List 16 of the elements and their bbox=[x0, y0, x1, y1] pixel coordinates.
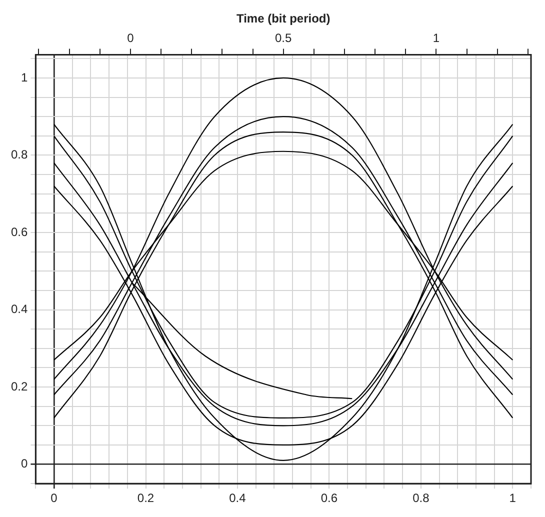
x2-tick-label: 1 bbox=[432, 30, 440, 45]
x-tick-label: 0.4 bbox=[229, 491, 246, 506]
y-tick-label: 0.8 bbox=[10, 148, 28, 162]
x-tick-label: 0.6 bbox=[320, 491, 338, 506]
y-tick-label: 0.6 bbox=[10, 224, 28, 239]
x-tick-label: 1 bbox=[509, 491, 516, 506]
x-tick-label: 0 bbox=[50, 491, 58, 506]
x2-tick-label: 0 bbox=[127, 30, 134, 45]
y-tick-label: 0 bbox=[20, 456, 28, 471]
y-tick-label: 1 bbox=[20, 70, 28, 84]
x-tick-label: 0.2 bbox=[137, 491, 154, 506]
y-tick-label: 0.4 bbox=[10, 302, 28, 316]
x2-tick-label: 0.5 bbox=[274, 30, 292, 45]
x-tick-label: 0.8 bbox=[412, 491, 430, 506]
y-tick-label: 0.2 bbox=[10, 379, 28, 394]
x2-axis-title: Time (bit period) bbox=[236, 12, 330, 26]
